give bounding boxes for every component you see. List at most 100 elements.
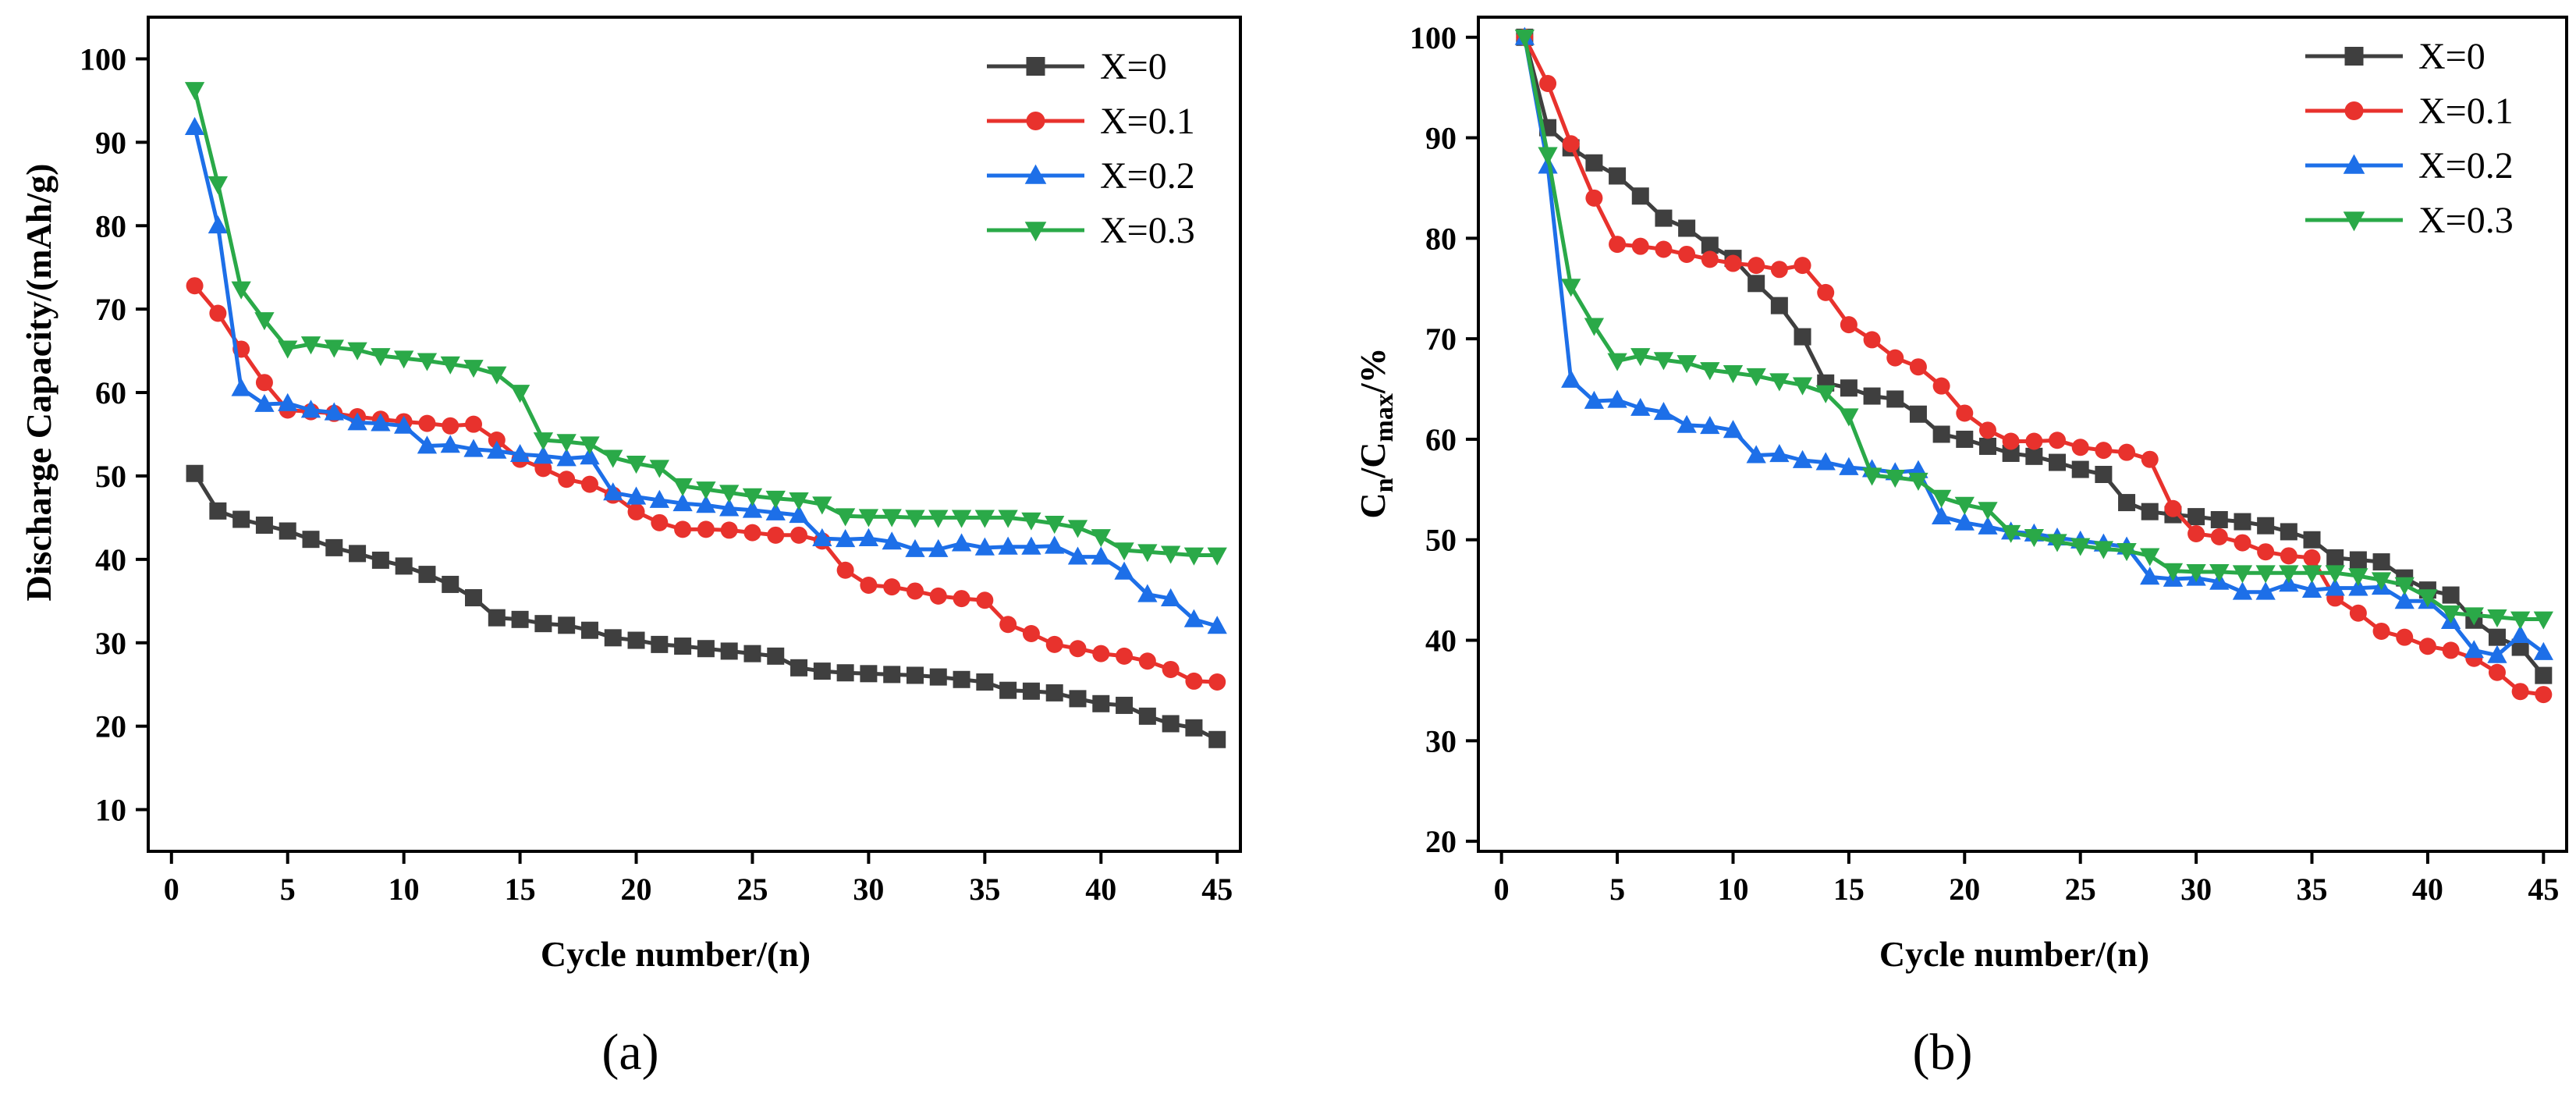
data-point-a-x-0-2-7 (324, 402, 344, 421)
data-point-b-x-0-3-14 (1815, 385, 1836, 403)
series-b-x-0-3 (1514, 29, 2553, 630)
data-point-a-x-0-3-9 (371, 348, 391, 367)
data-point-a-x-0-1-12 (442, 417, 459, 435)
data-point-b-x-0-2-15 (1839, 456, 1859, 475)
data-point-b-x-0-1-41 (2442, 641, 2460, 659)
data-point-a-x-0-2-1 (184, 116, 205, 136)
data-point-a-x-0-35 (976, 673, 994, 691)
data-point-b-x-0-23 (2025, 447, 2043, 465)
data-point-b-x-0-2-33 (2255, 581, 2276, 600)
data-point-b-x-0-2-8 (1677, 414, 1697, 433)
axes-frame-b (1477, 16, 2568, 853)
data-point-b-x-0-3-36 (2325, 565, 2345, 584)
data-point-a-x-0-40 (1092, 694, 1110, 712)
data-point-a-x-0-3-38 (1045, 515, 1065, 535)
data-point-a-x-0-2-30 (858, 527, 879, 547)
legend-marker-a-x-0-1 (1026, 112, 1045, 130)
plot-area-a (184, 82, 1227, 748)
x-axis-label-b: Cycle number/(n) (1879, 934, 2149, 974)
data-point-a-x-0-2-43 (1160, 588, 1181, 606)
data-point-b-x-0-2-45 (2533, 641, 2553, 660)
data-point-b-x-0-2-5 (1607, 389, 1627, 408)
y-tick-label-b-80: 80 (1425, 221, 1457, 256)
data-point-a-x-0-1-43 (1162, 660, 1180, 678)
data-point-b-x-0-1-35 (2303, 549, 2321, 567)
data-point-a-x-0-2-23 (696, 495, 716, 513)
data-point-a-x-0-10 (395, 557, 413, 575)
data-point-a-x-0-3-25 (742, 488, 763, 506)
y-tick-label-a-90: 90 (95, 125, 126, 160)
data-point-a-x-0-3-40 (1091, 529, 1111, 548)
data-point-a-x-0-1-39 (1069, 640, 1087, 658)
legend-item-b-x-0-3: X=0.3 (2305, 200, 2514, 241)
data-point-b-x-0-2-28 (2140, 567, 2160, 585)
y-tick-label-a-20: 20 (95, 709, 126, 744)
data-point-a-x-0-2-26 (765, 502, 786, 520)
y-axis-label-b: Cn/Cmax/% (1353, 347, 1399, 518)
data-point-a-x-0-25 (743, 645, 761, 662)
data-point-b-x-0-31 (2210, 510, 2228, 528)
data-point-b-x-0-1-30 (2187, 525, 2205, 543)
legend-item-b-x-0: X=0 (2305, 36, 2486, 77)
legend-item-a-x-0-3: X=0.3 (987, 210, 1195, 251)
data-point-b-x-0-1-28 (2141, 450, 2159, 468)
legend-item-a-x-0-2: X=0.2 (987, 155, 1195, 197)
data-point-b-x-0-1-27 (2118, 443, 2136, 461)
legend-label-b-x-0-3: X=0.3 (2418, 200, 2514, 241)
data-point-b-x-0-24 (2049, 453, 2067, 471)
x-tick-label-a-25: 25 (736, 872, 768, 907)
data-point-a-x-0-3-16 (533, 432, 554, 451)
legend-b: X=0 X=0.1 X=0.2 X=0.3 (2305, 36, 2514, 241)
data-point-a-x-0-2-2 (208, 215, 229, 234)
data-point-a-x-0-27 (790, 659, 808, 677)
data-point-b-x-0-1-16 (1863, 331, 1881, 349)
data-point-b-x-0-3-2 (1538, 147, 1558, 165)
data-point-a-x-0-1-25 (743, 524, 761, 542)
legend-marker-a-x-0-2 (1024, 164, 1047, 184)
y-tick-label-a-50: 50 (95, 459, 126, 494)
data-point-a-x-0-3-4 (254, 312, 275, 331)
data-point-a-x-0-24 (720, 642, 738, 660)
data-point-b-x-0-1-19 (1932, 377, 1950, 395)
x-tick-label-a-15: 15 (505, 872, 536, 907)
data-point-b-x-0-3-45 (2533, 611, 2553, 630)
data-point-a-x-0-2-19 (603, 482, 623, 501)
data-point-a-x-0-15 (511, 610, 529, 628)
data-point-b-x-0-2-9 (1700, 415, 1720, 435)
legend-marker-b-x-0-3 (2343, 211, 2365, 232)
data-point-b-x-0-27 (2118, 494, 2136, 512)
data-point-a-x-0-1-26 (767, 526, 785, 544)
data-point-b-x-0-3-7 (1653, 352, 1674, 371)
data-point-a-x-0-2 (209, 502, 227, 520)
data-point-b-x-0-15 (1840, 379, 1857, 397)
plot-area-b (1514, 27, 2553, 704)
data-point-a-x-0-29 (836, 664, 854, 682)
data-point-a-x-0-3-28 (812, 496, 832, 515)
series-a-x-0-2 (184, 116, 1227, 634)
data-point-a-x-0-1-21 (651, 513, 669, 531)
data-point-a-x-0-2-15 (509, 443, 530, 463)
data-point-a-x-0-1-13 (465, 415, 483, 433)
data-point-a-x-0-2-9 (371, 413, 391, 432)
data-point-a-x-0-1-16 (534, 460, 552, 478)
legend-label-a-x-0-2: X=0.2 (1100, 155, 1195, 197)
data-point-a-x-0-3-21 (649, 460, 669, 478)
legend-marker-b-x-0 (2344, 47, 2364, 66)
data-point-a-x-0-5 (279, 522, 296, 540)
data-point-a-x-0-12 (442, 575, 459, 593)
data-point-a-x-0-1-30 (860, 576, 878, 594)
data-point-b-x-0-1-31 (2210, 527, 2228, 545)
data-point-a-x-0-3-26 (765, 490, 786, 510)
legend-label-b-x-0-1: X=0.1 (2418, 91, 2514, 132)
data-point-a-x-0-3-8 (347, 342, 367, 361)
data-point-a-x-0-2-24 (719, 498, 740, 517)
data-point-b-x-0-2-44 (2510, 624, 2531, 643)
data-point-a-x-0-2-28 (812, 527, 832, 547)
data-point-a-x-0-2-11 (417, 435, 438, 454)
y-label-part-max: max (1370, 393, 1399, 442)
data-point-b-x-0-4 (1585, 154, 1603, 172)
data-point-a-x-0-1-11 (418, 414, 436, 432)
data-point-b-x-0-3-15 (1839, 408, 1859, 427)
data-point-b-x-0-1-40 (2418, 638, 2436, 655)
data-point-a-x-0-1-44 (1185, 672, 1203, 690)
